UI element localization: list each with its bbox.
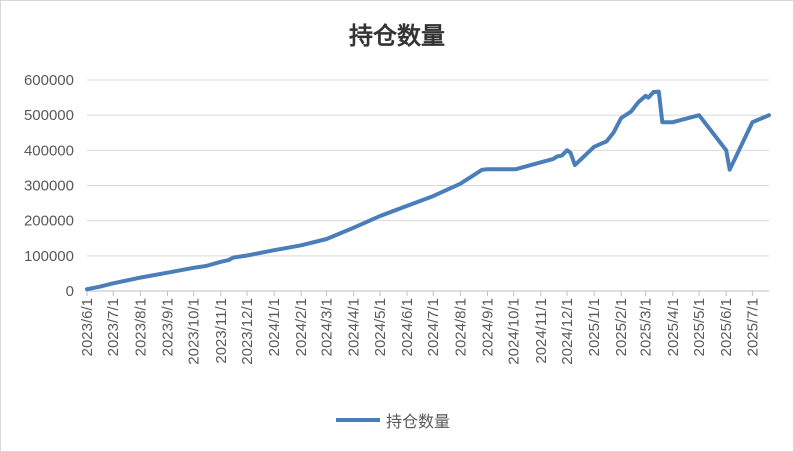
x-tick-label: 2024/2/1 <box>293 298 310 356</box>
x-tick-label: 2023/10/1 <box>186 298 203 365</box>
x-tick-label: 2023/12/1 <box>239 298 256 365</box>
x-tick-label: 2025/5/1 <box>691 298 708 356</box>
x-tick-label: 2024/9/1 <box>479 298 496 356</box>
x-tick-label: 2025/3/1 <box>638 298 655 356</box>
x-tick-label: 2024/7/1 <box>425 298 442 356</box>
legend: 持仓数量 <box>336 408 450 432</box>
legend-swatch <box>336 418 380 422</box>
x-tick-label: 2023/8/1 <box>132 298 149 356</box>
x-tick-label: 2024/8/1 <box>452 298 469 356</box>
x-tick-label: 2023/11/1 <box>213 298 230 364</box>
x-tick-label: 2024/4/1 <box>346 298 363 356</box>
y-tick-label: 0 <box>66 283 74 300</box>
y-tick-label: 300000 <box>24 178 74 195</box>
x-tick-label: 2024/1/1 <box>266 298 283 356</box>
y-tick-label: 400000 <box>24 142 74 159</box>
x-tick-label: 2023/6/1 <box>79 298 96 356</box>
x-tick-label: 2025/4/1 <box>665 298 682 356</box>
x-tick-label: 2024/10/1 <box>506 298 523 365</box>
x-tick-label: 2023/9/1 <box>159 298 176 356</box>
y-tick-label: 100000 <box>24 248 74 265</box>
x-tick-label: 2023/7/1 <box>105 298 122 356</box>
series-line <box>85 89 771 292</box>
x-tick-label: 2025/2/1 <box>613 298 630 356</box>
y-tick-label: 500000 <box>24 107 74 124</box>
y-tick-label: 600000 <box>24 72 74 89</box>
x-tick-label: 2025/7/1 <box>744 298 761 356</box>
x-tick-label: 2024/6/1 <box>399 298 416 356</box>
legend-label: 持仓数量 <box>386 412 451 431</box>
x-tick-label: 2024/5/1 <box>372 298 389 356</box>
x-tick-label: 2024/11/1 <box>533 298 550 364</box>
chart-title: 持仓数量 <box>349 22 445 50</box>
x-tick-label: 2025/1/1 <box>586 298 603 356</box>
x-tick-label: 2025/6/1 <box>718 298 735 356</box>
x-tick-label: 2024/3/1 <box>319 298 336 356</box>
x-tick-label: 2024/12/1 <box>559 298 576 365</box>
y-tick-label: 200000 <box>24 213 74 230</box>
